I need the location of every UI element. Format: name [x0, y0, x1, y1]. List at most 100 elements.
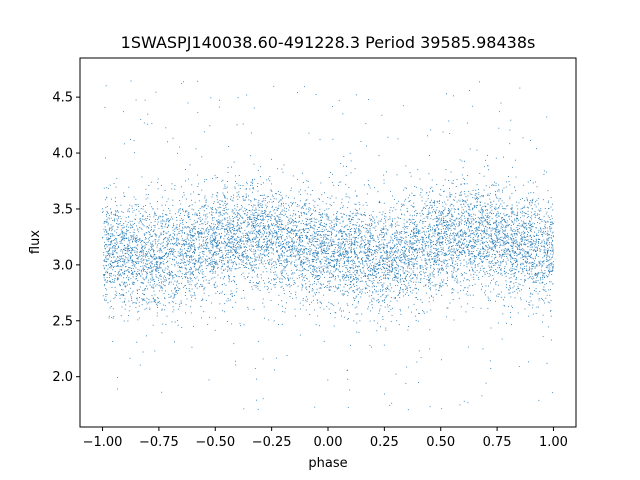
data-point: [395, 267, 397, 268]
data-point: [318, 252, 320, 254]
data-point: [551, 274, 553, 276]
data-point: [400, 261, 402, 263]
data-point: [193, 251, 194, 252]
data-point: [358, 235, 359, 236]
data-point: [153, 229, 155, 231]
data-point: [168, 272, 170, 274]
data-point: [117, 265, 119, 267]
data-point: [233, 221, 235, 223]
data-point: [498, 222, 500, 224]
data-point: [122, 237, 124, 239]
data-point: [464, 220, 466, 222]
data-point: [215, 292, 217, 294]
data-point: [303, 223, 304, 224]
data-point: [393, 259, 395, 261]
data-point: [347, 207, 349, 209]
data-point: [526, 206, 528, 208]
data-point: [517, 231, 518, 233]
data-point: [329, 197, 331, 199]
data-point: [453, 249, 455, 251]
data-point: [231, 227, 233, 228]
data-point: [545, 267, 547, 268]
data-point: [460, 272, 462, 274]
data-point: [501, 257, 502, 259]
data-point: [193, 243, 195, 245]
data-point: [342, 293, 344, 295]
data-point: [483, 251, 485, 252]
data-point: [156, 264, 157, 265]
data-point: [372, 253, 374, 255]
data-point: [509, 286, 511, 288]
data-point: [538, 229, 540, 231]
data-point: [130, 252, 131, 254]
data-point: [391, 269, 393, 271]
data-point: [257, 231, 259, 233]
data-point: [490, 261, 492, 262]
data-point: [491, 204, 493, 206]
data-point: [446, 264, 448, 266]
data-point: [360, 226, 362, 228]
data-point: [256, 220, 257, 222]
data-point: [120, 220, 121, 222]
data-point: [138, 310, 140, 312]
data-point: [281, 264, 283, 266]
data-point: [523, 252, 525, 254]
data-point: [259, 176, 261, 178]
data-point: [144, 233, 146, 235]
data-point: [362, 239, 364, 241]
data-point: [335, 264, 337, 266]
data-point: [309, 247, 311, 249]
data-point: [240, 226, 242, 228]
data-point: [120, 229, 122, 231]
data-point: [290, 285, 292, 286]
data-point: [326, 238, 328, 240]
data-point: [188, 262, 190, 264]
data-point: [372, 259, 373, 261]
data-point: [457, 245, 458, 247]
data-point: [440, 219, 442, 221]
data-point: [306, 301, 308, 303]
data-point: [476, 250, 478, 252]
data-point: [312, 234, 314, 236]
data-point: [340, 259, 342, 261]
data-point: [433, 274, 435, 275]
data-point: [264, 216, 266, 218]
data-point: [341, 202, 343, 204]
data-point: [235, 364, 237, 366]
data-point: [131, 235, 133, 237]
data-point: [338, 181, 340, 183]
data-point: [377, 249, 379, 251]
data-point: [425, 221, 427, 222]
data-point: [203, 233, 205, 235]
data-point: [327, 265, 329, 267]
data-point: [279, 263, 281, 264]
data-point: [117, 272, 119, 274]
data-point: [147, 215, 149, 217]
data-point: [411, 263, 413, 265]
data-point: [397, 264, 399, 266]
data-point: [311, 212, 313, 214]
data-point: [389, 246, 391, 248]
data-point: [457, 256, 459, 258]
data-point: [208, 250, 210, 252]
data-point: [262, 215, 264, 217]
data-point: [343, 165, 345, 167]
data-point: [372, 237, 373, 239]
data-point: [445, 169, 447, 171]
data-point: [148, 213, 150, 215]
data-point: [254, 217, 256, 219]
data-point: [482, 241, 484, 243]
data-point: [480, 220, 482, 222]
data-point: [356, 295, 358, 297]
data-point: [374, 288, 376, 290]
data-point: [320, 222, 322, 224]
data-point: [362, 267, 364, 269]
data-point: [537, 306, 539, 308]
data-point: [172, 259, 174, 261]
data-point: [307, 260, 309, 262]
data-point: [291, 273, 292, 275]
data-point: [291, 256, 293, 258]
data-point: [478, 188, 480, 190]
data-point: [183, 245, 185, 247]
data-point: [187, 277, 189, 279]
